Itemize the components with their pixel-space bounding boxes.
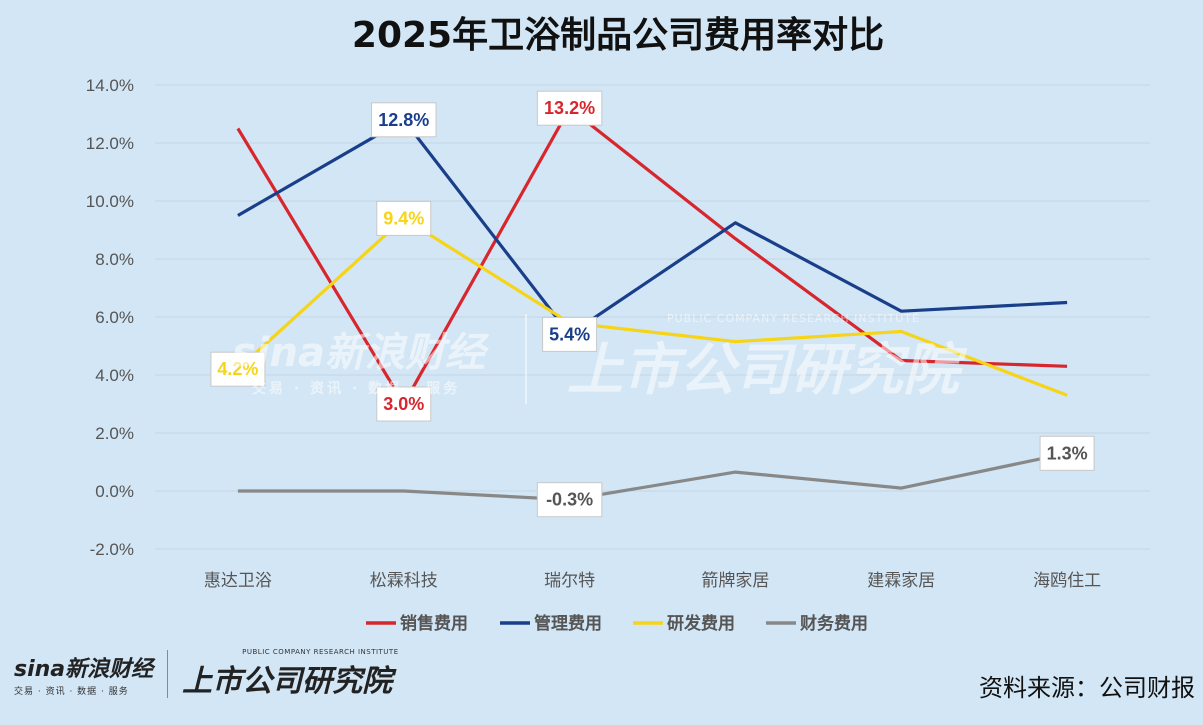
data-label-box bbox=[376, 386, 432, 422]
y-tick-label: 10.0% bbox=[86, 192, 134, 211]
y-tick-label: 14.0% bbox=[86, 76, 134, 95]
x-category-label: 箭牌家居 bbox=[701, 571, 769, 591]
data-label-text: 1.3% bbox=[1047, 443, 1088, 463]
y-tick-label: 6.0% bbox=[95, 308, 134, 327]
data-source: 资料来源：公司财报 bbox=[979, 674, 1195, 702]
y-tick-label: 12.0% bbox=[86, 134, 134, 153]
x-category-label: 惠达卫浴 bbox=[204, 571, 272, 591]
data-label-box bbox=[210, 351, 266, 387]
data-label: 1.3% bbox=[1039, 435, 1095, 471]
x-category-label: 海鸥住工 bbox=[1033, 571, 1101, 591]
data-label: 13.2% bbox=[536, 90, 603, 126]
data-label-box bbox=[371, 102, 437, 138]
data-label: 9.4% bbox=[376, 200, 432, 236]
legend-item: 销售费用 bbox=[366, 613, 468, 634]
data-label-box bbox=[536, 482, 603, 518]
data-label: 5.4% bbox=[542, 316, 598, 352]
series-line bbox=[237, 118, 1068, 336]
institute-logo-en: PUBLIC COMPANY RESEARCH INSTITUTE bbox=[242, 648, 399, 656]
series-line bbox=[236, 106, 1068, 406]
legend-label: 财务费用 bbox=[799, 613, 868, 634]
data-label: 4.2% bbox=[210, 351, 266, 387]
x-axis-categories: 惠达卫浴 松霖科技 瑞尔特 箭牌家居 建霖家居 海鸥住工 bbox=[204, 571, 1101, 591]
data-label-box bbox=[536, 90, 603, 126]
data-label-text: 5.4% bbox=[549, 324, 590, 344]
data-label-text: 13.2% bbox=[544, 98, 595, 118]
data-label-text: 9.4% bbox=[383, 208, 424, 228]
data-labels: 3.0% 13.2% 12.8% 5.4% 4.2% 9.4% -0.3% 1.3% bbox=[210, 90, 1095, 518]
legend-item: 管理费用 bbox=[500, 613, 602, 634]
legend-item: 财务费用 bbox=[766, 613, 868, 634]
institute-logo: PUBLIC COMPANY RESEARCH INSTITUTE 上市公司研究… bbox=[182, 648, 398, 700]
y-tick-label: 8.0% bbox=[95, 250, 134, 269]
legend-label: 销售费用 bbox=[400, 613, 468, 634]
legend-label: 管理费用 bbox=[534, 613, 602, 634]
data-label-text: -0.3% bbox=[546, 490, 593, 510]
data-label-text: 12.8% bbox=[378, 110, 429, 130]
logo-divider bbox=[167, 650, 169, 698]
series-line bbox=[236, 216, 1068, 397]
x-category-label: 瑞尔特 bbox=[544, 571, 595, 591]
data-label-text: 4.2% bbox=[217, 359, 258, 379]
legend: 销售费用 管理费用 研发费用 财务费用 bbox=[366, 613, 868, 634]
data-label: 12.8% bbox=[371, 102, 437, 138]
data-label: -0.3% bbox=[536, 482, 603, 518]
institute-logo-cn: 上市公司研究院 bbox=[182, 664, 393, 699]
x-category-label: 松霖科技 bbox=[370, 571, 438, 591]
chart-title: 2025年卫浴制品公司费用率对比 bbox=[352, 15, 884, 56]
legend-item: 研发费用 bbox=[633, 613, 735, 634]
x-category-label: 建霖家居 bbox=[867, 571, 935, 591]
sina-logo-text: sina新浪财经 bbox=[14, 657, 154, 682]
sina-finance-logo: sina新浪财经 交易 · 资讯 · 数据 · 服务 bbox=[14, 651, 153, 697]
footer-logos: sina新浪财经 交易 · 资讯 · 数据 · 服务 PUBLIC COMPAN… bbox=[14, 648, 399, 700]
data-label-box bbox=[1039, 435, 1095, 471]
y-tick-label: 2.0% bbox=[95, 424, 134, 443]
data-label-text: 3.0% bbox=[383, 394, 424, 414]
data-label-box bbox=[542, 316, 598, 352]
y-axis-ticks: -2.0% 0.0% 2.0% 4.0% 6.0% 8.0% 10.0% 12.0% 14.0% bbox=[86, 76, 134, 559]
series-lines bbox=[236, 106, 1068, 502]
legend-label: 研发费用 bbox=[667, 613, 735, 634]
y-tick-label: 4.0% bbox=[95, 366, 134, 385]
y-tick-label: 0.0% bbox=[95, 482, 134, 501]
gridlines bbox=[155, 84, 1150, 550]
data-label-box bbox=[376, 200, 432, 236]
y-tick-label: -2.0% bbox=[90, 540, 134, 559]
sina-logo-subtitle: 交易 · 资讯 · 数据 · 服务 bbox=[14, 687, 129, 697]
series-line bbox=[237, 451, 1068, 502]
data-label: 3.0% bbox=[376, 386, 432, 422]
